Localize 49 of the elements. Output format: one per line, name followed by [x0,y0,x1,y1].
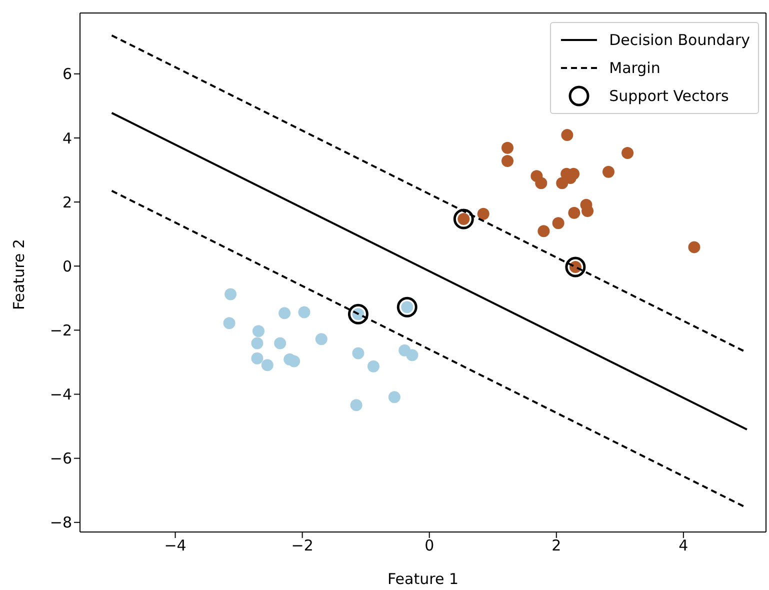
point [565,256,586,278]
x-tick-label: 2 [552,536,562,555]
point [538,225,550,238]
y-tick-label: 0 [62,257,72,276]
legend-label: Support Vectors [609,86,729,107]
x-tick-label: −4 [164,536,186,555]
y-tick-label: −8 [50,514,72,532]
y-tick-label: −4 [50,386,72,404]
point [396,296,418,318]
x-tick-label: −2 [291,536,314,555]
point [252,325,264,338]
y-axis-title: Feature 2 [10,238,28,310]
legend-label: Margin [609,58,660,79]
point [477,208,490,220]
point [223,317,236,330]
x-tick-label: 0 [424,536,434,555]
point [501,155,514,168]
x-tick-label: 4 [678,536,688,555]
y-tick-label: −6 [50,450,72,468]
point [350,399,362,412]
point [406,349,418,362]
point [622,147,634,159]
point [315,333,328,346]
point [602,166,614,178]
point [568,206,580,219]
y-tick-label: 4 [62,129,72,148]
point [352,347,364,360]
point [251,352,264,364]
point [278,307,291,320]
point [298,306,310,318]
point [561,129,574,142]
point [688,241,700,254]
y-tick-label: 6 [62,65,72,84]
x-axis-title: Feature 1 [388,570,458,588]
point [388,391,400,404]
point [251,337,264,350]
point [367,360,380,372]
y-tick-label: 2 [62,193,72,212]
point [453,208,474,230]
point [261,359,274,372]
point [224,288,237,300]
point [501,142,514,154]
point [535,177,548,190]
point [288,355,300,368]
y-tick-label: −2 [50,321,72,340]
point [552,217,564,230]
legend-label: Decision Boundary [609,30,750,51]
point [274,337,286,350]
point [348,304,368,324]
